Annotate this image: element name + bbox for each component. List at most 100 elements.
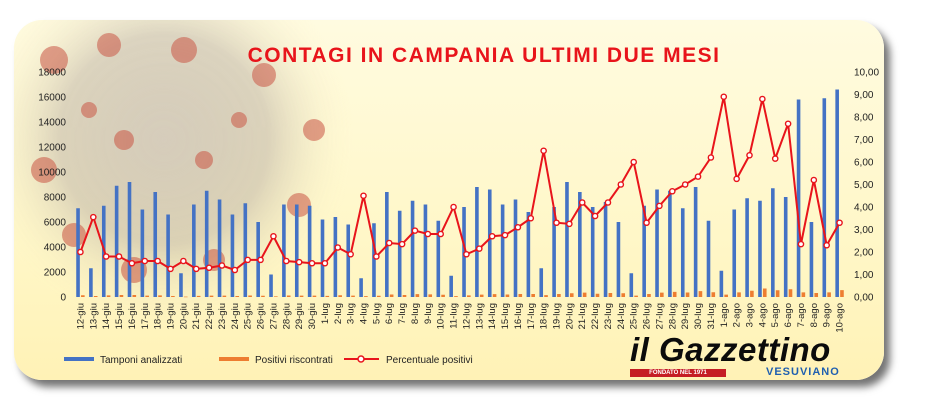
point-percentuale <box>334 244 342 251</box>
y-left-tick-label: 14000 <box>38 118 66 129</box>
point-percentuale <box>617 181 625 188</box>
bar-tamponi <box>539 268 544 297</box>
bar-tamponi <box>706 220 711 297</box>
x-tick-label: 6-ago <box>783 303 794 327</box>
bar-positivi <box>209 295 214 297</box>
bar-tamponi <box>140 209 145 297</box>
bar-positivi <box>196 295 201 297</box>
y-right-tick-label: 6,00 <box>854 158 874 169</box>
y-left-tick-label: 10000 <box>38 168 66 179</box>
bar-positivi <box>698 291 703 297</box>
x-tick-label: 4-lug <box>359 303 370 324</box>
point-percentuale <box>141 257 149 265</box>
bar-positivi <box>814 293 819 297</box>
bar-tamponi <box>179 273 183 297</box>
bar-positivi <box>827 292 831 297</box>
x-tick-label: 6-lug <box>384 303 395 324</box>
bar-positivi <box>299 295 304 297</box>
bar-positivi <box>672 291 677 297</box>
x-tick-label: 20-lug <box>564 303 575 329</box>
bar-tamponi <box>307 205 312 297</box>
bar-positivi <box>505 294 510 297</box>
x-tick-label: 26-lug <box>642 303 653 329</box>
bar-tamponi <box>642 205 646 297</box>
point-percentuale <box>90 213 97 221</box>
bar-positivi <box>81 295 85 297</box>
y-axis-right: 0,00 1,00 2,00 3,00 4,00 5,00 6,00 7,00 8,00 9,00… <box>854 68 879 304</box>
y-right-tick-label: 10,00 <box>854 68 879 79</box>
point-percentuale <box>257 256 264 264</box>
y-left-tick-label: 12000 <box>38 143 66 154</box>
point-percentuale <box>424 230 432 238</box>
x-tick-label: 3-lug <box>346 303 357 324</box>
point-percentuale <box>823 241 831 249</box>
point-percentuale <box>553 219 560 227</box>
x-tick-label: 16-giu <box>127 303 138 329</box>
x-tick-label: 2-lug <box>333 303 344 324</box>
bar-positivi <box>274 296 278 297</box>
bar-tamponi <box>423 204 428 297</box>
point-percentuale <box>797 240 805 248</box>
bar-tamponi <box>565 182 569 297</box>
bar-tamponi <box>487 189 492 297</box>
y-left-tick-label: 0 <box>60 293 66 304</box>
point-percentuale <box>759 95 766 103</box>
x-tick-label: 3-ago <box>745 303 756 327</box>
bar-tamponi <box>513 199 518 297</box>
x-tick-label: 25-giu <box>243 303 254 329</box>
point-percentuale <box>488 232 496 240</box>
bar-positivi <box>415 294 420 297</box>
point-percentuale <box>321 259 329 267</box>
bar-positivi <box>840 290 844 297</box>
bar-positivi <box>222 295 227 297</box>
point-percentuale <box>398 240 406 248</box>
x-tick-label: 21-lug <box>577 303 588 329</box>
x-tick-label: 21-giu <box>191 303 202 329</box>
bar-tamponi <box>475 187 479 297</box>
bar-positivi <box>106 295 111 297</box>
point-percentuale <box>128 259 136 267</box>
bar-tamponi <box>372 223 376 297</box>
point-percentuale <box>282 257 290 265</box>
point-percentuale <box>514 223 522 231</box>
bar-tamponi <box>436 220 441 297</box>
bar-tamponi <box>346 224 351 297</box>
x-tick-label: 29-giu <box>294 303 305 329</box>
bar-tamponi <box>783 197 788 297</box>
bar-tamponi <box>745 198 749 297</box>
bar-tamponi <box>796 99 801 297</box>
bar-tamponi <box>230 214 235 297</box>
point-percentuale <box>115 253 123 260</box>
bar-positivi <box>454 296 458 297</box>
bar-positivi <box>261 295 265 297</box>
bar-tamponi <box>758 200 762 297</box>
bar-tamponi <box>629 273 634 297</box>
bar-positivi <box>595 293 600 297</box>
bar-tamponi <box>294 204 299 297</box>
x-tick-label: 4-ago <box>757 303 768 327</box>
point-percentuale <box>167 265 174 273</box>
x-tick-label: 23-giu <box>217 303 228 329</box>
chart-title: CONTAGI IN CAMPANIA ULTIMI DUE MESI <box>248 44 721 67</box>
bar-tamponi <box>410 200 415 297</box>
bar-tamponi <box>243 203 248 297</box>
x-tick-label: 22-giu <box>204 303 215 329</box>
bar-tamponi <box>822 98 827 297</box>
bar-positivi <box>750 290 754 297</box>
point-percentuale <box>643 219 650 227</box>
bar-positivi <box>183 296 188 298</box>
x-tick-label: 2-ago <box>732 303 743 327</box>
x-tick-label: 17-lug <box>526 303 537 329</box>
bar-positivi <box>724 294 728 297</box>
bar-tamponi <box>166 214 170 297</box>
point-percentuale <box>270 232 277 240</box>
point-percentuale <box>591 212 599 220</box>
bar-positivi <box>479 294 484 297</box>
bar-tamponi <box>89 268 93 297</box>
point-percentuale <box>656 202 663 210</box>
x-tick-label: 13-lug <box>474 303 485 329</box>
chart-card: CONTAGI IN CAMPANIA ULTIMI DUE MESI 0 200… <box>14 20 884 380</box>
point-percentuale <box>604 199 612 206</box>
point-percentuale <box>411 227 419 234</box>
bar-tamponi <box>333 217 338 297</box>
